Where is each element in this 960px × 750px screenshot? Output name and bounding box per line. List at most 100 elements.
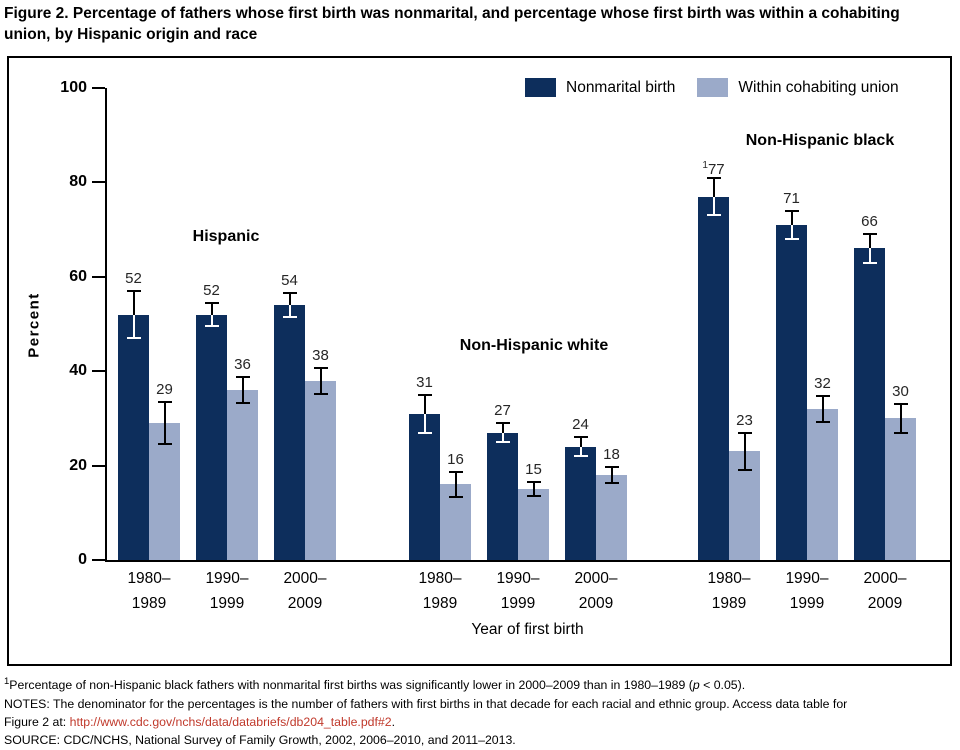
y-tick-mark bbox=[92, 181, 105, 184]
x-category-label: 1990– 1999 bbox=[182, 566, 272, 616]
plot-area: 0 20 40 60 80 100 Hispanic 52 29 1980– 1989 52 36 199… bbox=[60, 79, 950, 612]
x-category-label: 2000– 2009 bbox=[840, 566, 930, 616]
bar-value-label: 24 bbox=[572, 416, 589, 434]
bar-cohabiting bbox=[807, 408, 838, 560]
error-bar-lower bbox=[899, 418, 902, 433]
error-bar-upper bbox=[210, 302, 213, 315]
error-bar-upper bbox=[288, 293, 291, 306]
y-tick-label: 80 bbox=[69, 173, 87, 191]
x-category-line: 1999 bbox=[789, 595, 825, 612]
bar-nonmarital bbox=[776, 224, 807, 560]
x-category-line: 1989 bbox=[131, 595, 167, 612]
y-tick-mark bbox=[92, 559, 105, 561]
y-tick-label: 20 bbox=[69, 456, 87, 474]
error-bar-lower bbox=[790, 224, 793, 240]
error-bar-cap-bottom bbox=[204, 325, 219, 328]
x-category-line: 1990– bbox=[496, 570, 540, 587]
error-bar-cap-top bbox=[815, 394, 830, 397]
error-bar-cap-top bbox=[604, 465, 619, 468]
error-bar-upper bbox=[579, 437, 582, 447]
error-bar-cap-bottom bbox=[784, 238, 799, 241]
x-category-line: 1980– bbox=[707, 570, 751, 587]
error-bar-upper bbox=[532, 482, 535, 490]
error-bar-upper bbox=[319, 367, 322, 381]
error-bar-lower bbox=[454, 484, 457, 498]
bar-value-label: 32 bbox=[814, 374, 831, 392]
bar-value-label: 71 bbox=[783, 189, 800, 207]
error-bar-lower bbox=[821, 408, 824, 422]
footnotes: 1Percentage of non-Hispanic black father… bbox=[4, 673, 847, 750]
error-bar-lower bbox=[712, 196, 715, 216]
error-bar-cap-bottom bbox=[157, 443, 172, 446]
footnote-link-prefix: Figure 2 at: bbox=[4, 714, 70, 729]
x-category-line: 1980– bbox=[418, 570, 462, 587]
error-bar-cap-top bbox=[495, 422, 510, 425]
error-bar-lower bbox=[423, 413, 426, 433]
error-bar-upper bbox=[712, 177, 715, 197]
bar-value-label: 15 bbox=[525, 461, 542, 479]
error-bar-cap-bottom bbox=[737, 469, 752, 472]
x-category-line: 2009 bbox=[578, 595, 614, 612]
error-bar-cap-bottom bbox=[706, 214, 721, 217]
x-category-line: 1990– bbox=[205, 570, 249, 587]
x-category-label: 1990– 1999 bbox=[762, 566, 852, 616]
error-bar-upper bbox=[743, 432, 746, 452]
bar-value-label: 36 bbox=[234, 356, 251, 374]
error-bar-lower bbox=[319, 380, 322, 394]
error-bar-upper bbox=[132, 290, 135, 315]
figure-title-line1: Figure 2. Percentage of fathers whose fi… bbox=[4, 5, 900, 22]
error-bar-cap-top bbox=[282, 292, 297, 295]
x-category-line: 1989 bbox=[711, 595, 747, 612]
y-tick-label: 0 bbox=[78, 551, 87, 568]
x-category-line: 1989 bbox=[422, 595, 458, 612]
error-bar-upper bbox=[899, 404, 902, 419]
x-axis-title: Year of first birth bbox=[471, 621, 584, 638]
error-bar-lower bbox=[532, 489, 535, 497]
x-category-line: 1980– bbox=[127, 570, 171, 587]
bar-value-label: 66 bbox=[861, 213, 878, 231]
bar-cohabiting bbox=[305, 380, 336, 560]
x-category-line: 1990– bbox=[785, 570, 829, 587]
error-bar-cap-top bbox=[526, 481, 541, 484]
error-bar-cap-bottom bbox=[573, 455, 588, 458]
error-bar-cap-top bbox=[235, 376, 250, 379]
error-bar-cap-bottom bbox=[448, 496, 463, 499]
bar-value-label: 52 bbox=[203, 281, 220, 299]
footnote-link-suffix: . bbox=[391, 714, 396, 729]
data-table-link[interactable]: http://www.cdc.gov/nchs/data/databriefs/… bbox=[69, 714, 392, 729]
error-bar-lower bbox=[743, 451, 746, 471]
error-bar-cap-top bbox=[573, 436, 588, 439]
bar-nonmarital bbox=[487, 432, 518, 560]
error-bar-cap-bottom bbox=[126, 337, 141, 340]
bar-value-label: 16 bbox=[447, 450, 464, 468]
y-tick-label: 100 bbox=[60, 79, 87, 96]
error-bar-upper bbox=[423, 394, 426, 414]
error-bar-lower bbox=[579, 446, 582, 457]
x-category-label: 1980– 1989 bbox=[395, 566, 485, 616]
error-bar-cap-bottom bbox=[604, 482, 619, 485]
error-bar-upper bbox=[868, 234, 871, 249]
error-bar-cap-bottom bbox=[235, 402, 250, 405]
x-category-line: 2000– bbox=[863, 570, 907, 587]
y-tick-mark bbox=[92, 370, 105, 373]
error-bar-cap-top bbox=[417, 393, 432, 396]
error-bar-upper bbox=[501, 423, 504, 433]
figure-title: Figure 2. Percentage of fathers whose fi… bbox=[4, 3, 956, 45]
error-bar-lower bbox=[868, 248, 871, 263]
error-bar-upper bbox=[163, 401, 166, 424]
error-bar-lower bbox=[241, 390, 244, 404]
x-category-label: 1990– 1999 bbox=[473, 566, 563, 616]
bar-value-label: 18 bbox=[603, 445, 620, 463]
bar-nonmarital bbox=[196, 314, 227, 560]
error-bar-cap-bottom bbox=[526, 495, 541, 498]
error-bar-lower bbox=[163, 423, 166, 445]
error-bar-cap-bottom bbox=[815, 420, 830, 423]
y-tick-label: 60 bbox=[69, 267, 87, 285]
x-category-line: 1999 bbox=[500, 595, 536, 612]
bar-value-label: 54 bbox=[281, 272, 298, 290]
bar-nonmarital bbox=[409, 413, 440, 560]
error-bar-cap-top bbox=[204, 301, 219, 304]
legend-item-nonmarital-birth: Nonmarital birth bbox=[525, 78, 675, 97]
x-category-label: 2000– 2009 bbox=[551, 566, 641, 616]
